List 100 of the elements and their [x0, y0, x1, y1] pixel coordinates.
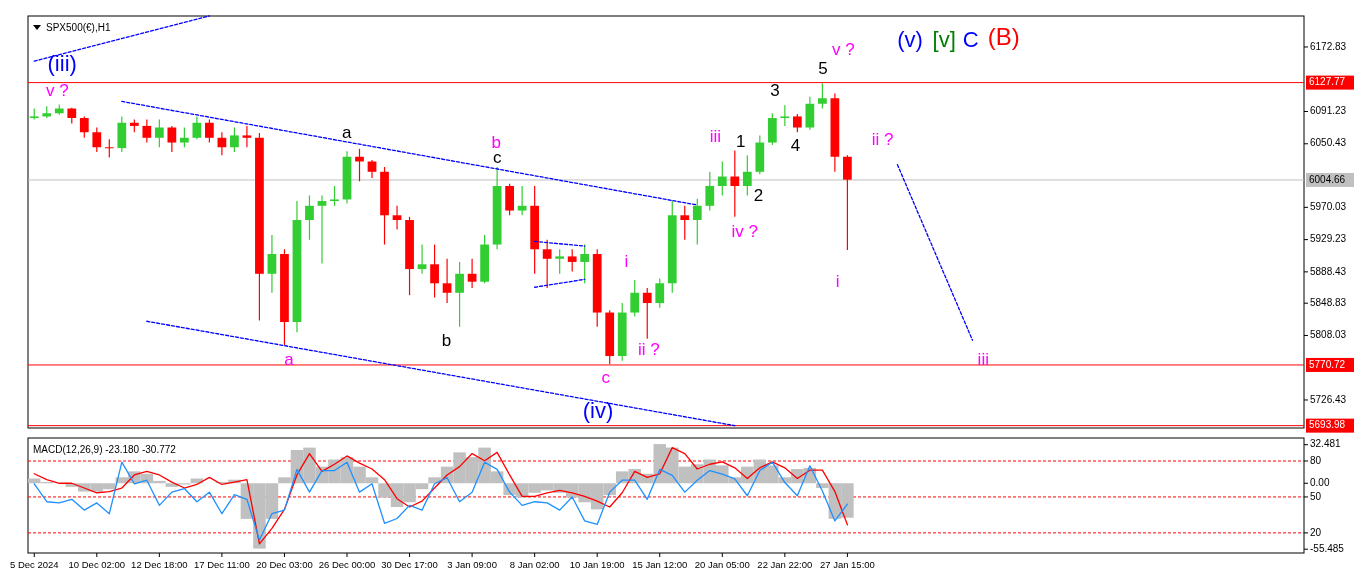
- annotation: 5: [818, 59, 828, 79]
- candlestick: [655, 277, 665, 309]
- y-tick-label: 6050.43: [1310, 137, 1347, 149]
- annotation: 1: [736, 132, 746, 152]
- x-tick-label: 10 Jan 19:00: [569, 559, 625, 570]
- candlestick: [817, 82, 827, 110]
- x-tick-label: 3 Jan 09:00: [447, 559, 497, 570]
- candlestick: [517, 185, 527, 216]
- candlestick: [555, 248, 565, 275]
- annotation: (B): [987, 22, 1020, 50]
- ref-line-label: 6004.66: [1309, 173, 1346, 185]
- line-series: [33, 461, 849, 541]
- candlestick: [305, 194, 314, 241]
- y-tick-label: 32.481: [1310, 438, 1342, 450]
- y2-tick-label: 50: [1310, 490, 1322, 502]
- y-tick-label: 5970.03: [1310, 200, 1347, 212]
- ref-line-label: 5770.72: [1309, 358, 1346, 370]
- candlestick: [542, 239, 552, 289]
- candlestick: [267, 234, 277, 294]
- annotation: 3: [770, 80, 780, 100]
- candlestick: [730, 149, 740, 218]
- candlestick: [442, 258, 452, 304]
- annotation: C: [962, 27, 979, 53]
- y-tick-label: 5726.43: [1310, 393, 1347, 405]
- y-tick-label: 6091.23: [1310, 105, 1347, 117]
- text: MACD(12,26,9) -23.180 -30.772: [33, 444, 177, 455]
- y-tick-label: -55.485: [1310, 542, 1345, 554]
- ref-line-label: 6127.77: [1309, 76, 1346, 88]
- candlestick: [79, 115, 89, 139]
- candlestick: [792, 113, 802, 133]
- x-tick-label: 22 Jan 22:00: [757, 559, 813, 570]
- candlestick: [430, 243, 439, 299]
- candlestick: [205, 118, 214, 144]
- candlestick: [104, 138, 114, 159]
- annotation: [v]: [932, 27, 956, 53]
- annotation: 2: [753, 186, 764, 206]
- annotation: i: [835, 272, 840, 292]
- x-tick-label: 17 Dec 11:00: [194, 559, 250, 570]
- annotation: 4: [790, 136, 801, 156]
- annotation: iii: [977, 350, 989, 370]
- annotation: v ?: [45, 80, 69, 100]
- text: SPX500(€),H1: [46, 22, 111, 33]
- y-tick-label: 6172.83: [1310, 40, 1347, 52]
- annotation: a: [342, 122, 353, 142]
- candlestick: [167, 125, 177, 153]
- annotation: ii ?: [638, 340, 660, 360]
- annotation: (iv): [582, 398, 614, 424]
- candlestick: [179, 126, 189, 148]
- x-tick-label: 15 Jan 12:00: [632, 559, 688, 570]
- y-tick-label: 5888.43: [1310, 265, 1347, 277]
- candlestick: [705, 171, 715, 212]
- candlestick: [805, 96, 815, 131]
- annotation: b: [441, 330, 452, 350]
- y-tick-label: 5808.03: [1310, 329, 1347, 341]
- annotation: (v): [897, 27, 923, 53]
- y-tick-label: 5848.83: [1310, 296, 1347, 308]
- annotation: c: [601, 367, 611, 387]
- annotation: iv ?: [731, 222, 758, 242]
- y-tick-label: 5929.23: [1310, 233, 1347, 245]
- y-tick-label: 0.00: [1310, 476, 1330, 488]
- candlestick: [642, 287, 652, 340]
- candlestick: [355, 148, 364, 182]
- x-tick-label: 20 Dec 03:00: [256, 559, 313, 570]
- x-tick-label: 20 Jan 05:00: [694, 559, 750, 570]
- candlestick: [330, 185, 339, 207]
- annotation: v ?: [832, 39, 855, 59]
- candlestick: [630, 279, 640, 318]
- annotation: i: [624, 251, 629, 271]
- candlestick: [780, 104, 790, 127]
- annotation: (iii): [47, 50, 77, 76]
- annotation: ii ?: [871, 130, 894, 150]
- x-tick-label: 26 Dec 00:00: [318, 559, 376, 570]
- candlestick: [417, 243, 427, 275]
- x-tick-label: 30 Dec 17:00: [381, 559, 438, 570]
- x-tick-label: 8 Jan 02:00: [509, 559, 560, 570]
- candlestick: [455, 261, 464, 328]
- y2-tick-label: 80: [1310, 454, 1322, 466]
- candlestick: [843, 154, 852, 251]
- candlestick: [680, 205, 690, 241]
- ref-line-label: 5693.98: [1309, 419, 1346, 431]
- candlestick: [317, 194, 327, 265]
- candlestick: [742, 154, 752, 197]
- x-tick-label: 12 Dec 18:00: [131, 559, 188, 570]
- candlestick: [692, 198, 702, 246]
- candlestick: [154, 118, 164, 148]
- x-tick-label: 10 Dec 02:00: [68, 559, 126, 570]
- candlestick: [467, 258, 477, 289]
- candlestick: [242, 125, 252, 148]
- candlestick: [142, 118, 152, 144]
- annotation: a: [284, 350, 295, 370]
- candlestick: [567, 248, 577, 273]
- x-tick-label: 27 Jan 15:00: [819, 559, 875, 570]
- candlestick: [192, 115, 202, 140]
- annotation: iii: [709, 126, 722, 146]
- candlestick: [230, 126, 239, 153]
- candlestick: [717, 160, 727, 197]
- candlestick: [392, 205, 402, 231]
- candlestick: [92, 126, 102, 153]
- y2-tick-label: 20: [1310, 526, 1322, 538]
- x-tick-label: 5 Dec 2024: [9, 559, 59, 570]
